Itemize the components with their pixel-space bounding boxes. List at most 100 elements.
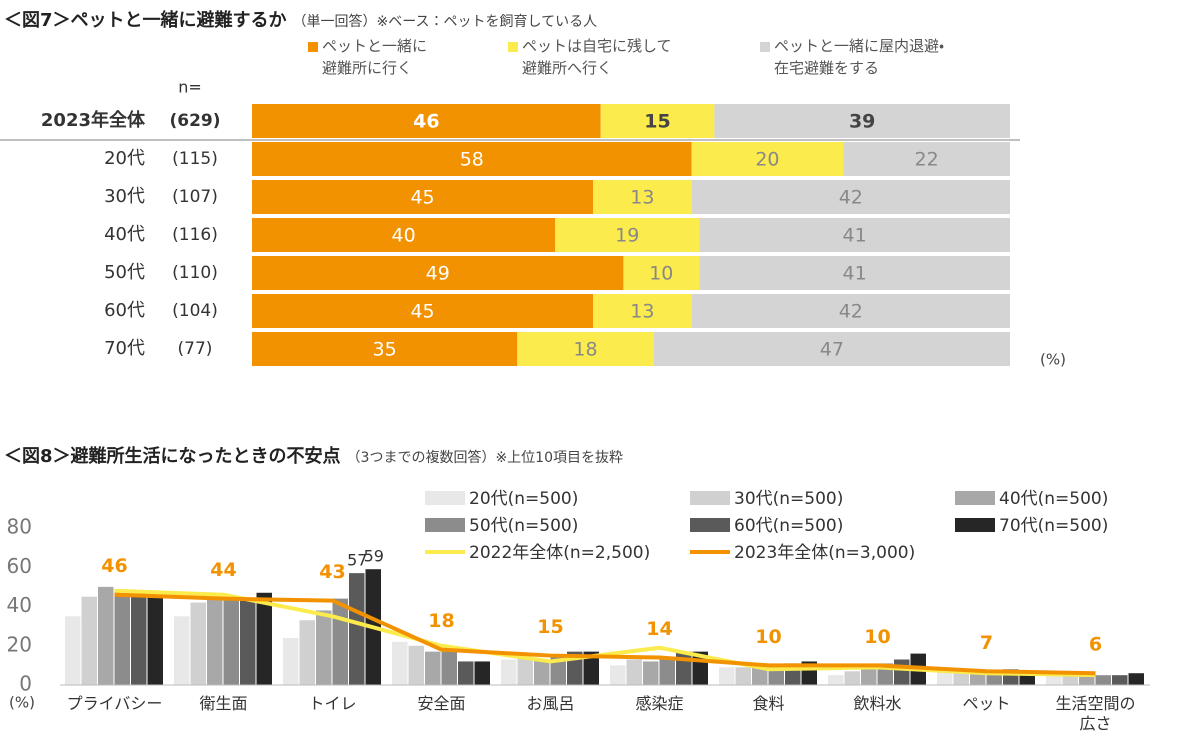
bar (283, 637, 299, 685)
legend-label: 20代(n=500) (469, 489, 578, 509)
bar (626, 659, 642, 685)
bar (147, 594, 163, 685)
bar (1046, 675, 1062, 685)
y-tick-label: 0 (19, 672, 32, 696)
bar (894, 659, 910, 685)
n-label: (116) (172, 225, 218, 245)
data-label: 41 (843, 225, 867, 247)
data-label: 6 (1089, 634, 1102, 656)
bar (316, 610, 332, 685)
bar (1112, 675, 1128, 685)
bar-segment (691, 294, 1010, 328)
bar (828, 675, 844, 685)
category-label: 20代 (104, 148, 145, 169)
bar (583, 651, 599, 685)
y-tick-label: 20 (7, 632, 32, 656)
data-label: 49 (426, 263, 450, 285)
chart-header: ＜図7＞ペットと一緒に避難するか （単一回答）※ベース：ペットを飼育している人 (4, 6, 597, 32)
legend-label: 2023年全体(n=3,000) (734, 543, 915, 563)
bar (299, 620, 315, 685)
bar (458, 661, 474, 685)
x-tick-label: トイレ (308, 694, 357, 713)
bar (349, 573, 365, 685)
bar (114, 590, 130, 685)
bar (735, 667, 751, 685)
n-label: (107) (172, 187, 218, 207)
x-tick-label: 食料 (752, 694, 785, 713)
legend-swatch (308, 42, 318, 52)
category-label: 70代 (104, 338, 145, 359)
data-label: 18 (428, 610, 454, 632)
n-label: (77) (178, 339, 213, 359)
x-tick-label: 感染症 (635, 694, 684, 713)
data-label: 13 (630, 301, 654, 323)
bar-segment (714, 104, 1010, 138)
legend-label: 30代(n=500) (734, 489, 843, 509)
bar (676, 651, 692, 685)
category-label: 30代 (104, 186, 145, 207)
legend-swatch (955, 491, 995, 505)
bar (81, 596, 97, 685)
bar (392, 641, 408, 685)
bar (408, 645, 424, 685)
legend-label: 50代(n=500) (469, 516, 578, 536)
bar (752, 667, 768, 685)
bar-segment (252, 256, 624, 290)
legend-label: 70代(n=500) (999, 516, 1108, 536)
unit-label: (%) (1040, 351, 1066, 369)
data-label: 20 (755, 149, 779, 171)
x-tick-label: お風呂 (526, 694, 575, 713)
n-label: (110) (172, 263, 218, 283)
legend-label: 40代(n=500) (999, 489, 1108, 509)
n-label: (104) (172, 301, 218, 321)
bar (240, 598, 256, 685)
y-tick-label: 60 (7, 554, 32, 578)
category-label: 60代 (104, 300, 145, 321)
data-label: 47 (820, 339, 844, 361)
data-label: 41 (843, 263, 867, 285)
data-label: 10 (755, 626, 781, 648)
bar-segment (252, 180, 594, 214)
category-label: 2023年全体 (41, 109, 146, 131)
bar (610, 665, 626, 685)
bar (474, 661, 490, 685)
bar (501, 659, 517, 685)
bar (844, 671, 860, 685)
legend-swatch (690, 491, 730, 505)
x-tick-label: 飲料水 (853, 694, 902, 713)
data-label: 19 (615, 225, 639, 247)
legend-swatch (508, 42, 518, 52)
bar (953, 673, 969, 685)
bar-segment (555, 218, 700, 252)
legend-swatch (955, 518, 995, 532)
data-label: 7 (980, 632, 993, 654)
bar (223, 598, 239, 685)
chart-header: ＜図8＞避難所生活になったときの不安点 （3つまでの複数回答）※上位10項目を抜粋 (4, 442, 623, 468)
bar (1128, 673, 1144, 685)
bar-segment (691, 180, 1010, 214)
bar-segment (843, 142, 1010, 176)
data-label: 14 (646, 618, 672, 640)
bar-segment (252, 294, 594, 328)
x-tick-label: ペット (962, 694, 1011, 713)
data-label: 57 (347, 551, 367, 570)
legend-swatch (760, 42, 770, 52)
data-label: 15 (537, 616, 563, 638)
bar (517, 657, 533, 685)
bar (719, 667, 735, 685)
bar-segment (653, 332, 1010, 366)
bar (861, 667, 877, 685)
n-label: (629) (169, 111, 220, 131)
bar (190, 602, 206, 685)
legend-swatch (425, 518, 465, 532)
legend-swatch (425, 491, 465, 505)
legend-label: ペットは自宅に残して 避難所へ行く (522, 37, 672, 77)
bar-segment (252, 332, 518, 366)
data-label: 46 (413, 111, 439, 133)
bar (1079, 675, 1095, 685)
data-label: 58 (460, 149, 484, 171)
bar (425, 651, 441, 685)
bar (659, 657, 675, 685)
